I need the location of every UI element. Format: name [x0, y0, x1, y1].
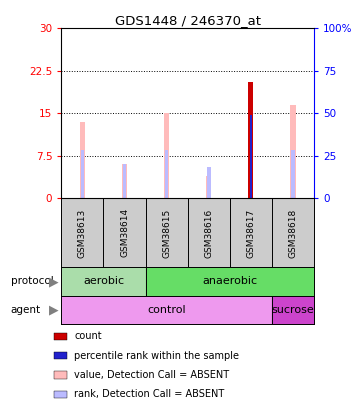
- Title: GDS1448 / 246370_at: GDS1448 / 246370_at: [115, 14, 261, 27]
- Bar: [165, 150, 169, 198]
- Text: rank, Detection Call = ABSENT: rank, Detection Call = ABSENT: [74, 390, 224, 399]
- Bar: [291, 150, 295, 198]
- Bar: [164, 113, 169, 198]
- Bar: [248, 82, 253, 198]
- Bar: [250, 115, 252, 198]
- Text: protocol: protocol: [11, 277, 53, 286]
- Text: control: control: [147, 305, 186, 315]
- Bar: [249, 115, 253, 198]
- Text: GSM38617: GSM38617: [247, 208, 255, 258]
- Text: ▶: ▶: [49, 303, 58, 316]
- Bar: [123, 164, 126, 198]
- Text: sucrose: sucrose: [271, 305, 314, 315]
- Bar: [206, 176, 211, 198]
- Text: GSM38618: GSM38618: [288, 208, 297, 258]
- Bar: [248, 82, 253, 198]
- Bar: [207, 167, 210, 198]
- Text: anaerobic: anaerobic: [202, 277, 257, 286]
- Bar: [81, 150, 84, 198]
- Text: aerobic: aerobic: [83, 277, 124, 286]
- Text: ▶: ▶: [49, 275, 58, 288]
- Text: count: count: [74, 331, 102, 341]
- Text: agent: agent: [11, 305, 41, 315]
- Text: GSM38613: GSM38613: [78, 208, 87, 258]
- Text: GSM38615: GSM38615: [162, 208, 171, 258]
- Bar: [291, 105, 296, 198]
- Text: percentile rank within the sample: percentile rank within the sample: [74, 351, 239, 360]
- Bar: [80, 122, 85, 198]
- Text: value, Detection Call = ABSENT: value, Detection Call = ABSENT: [74, 370, 229, 380]
- Text: GSM38616: GSM38616: [204, 208, 213, 258]
- Bar: [122, 164, 127, 198]
- Text: GSM38614: GSM38614: [120, 208, 129, 258]
